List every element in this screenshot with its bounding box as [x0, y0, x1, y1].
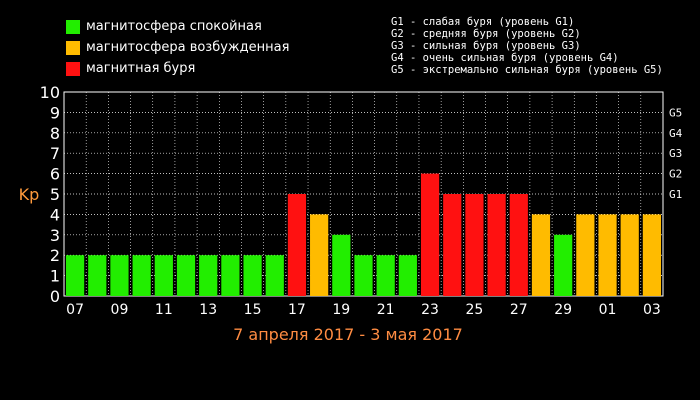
x-tick-label: 29: [554, 302, 572, 318]
g-levels-legend: G1 - слабая буря (уровень G1) G2 - средня…: [391, 16, 663, 76]
bar: [642, 214, 662, 296]
y-tick-label: 6: [50, 165, 60, 184]
y-tick-label: 7: [50, 144, 60, 163]
x-tick-label: 09: [111, 302, 129, 318]
bar: [420, 173, 440, 296]
bar: [332, 234, 351, 296]
bar: [199, 255, 218, 296]
bar: [287, 194, 307, 296]
bar: [65, 255, 85, 296]
bar: [598, 214, 617, 296]
bar: [554, 234, 573, 296]
axes: 01 23 456 78 910 07 09 11 13 15 17 19 21 23 25 27 29 01 03…: [40, 83, 683, 318]
x-tick-label: 07: [66, 302, 84, 318]
y-tick-label: 10: [40, 83, 60, 102]
x-tick-label: 17: [288, 302, 306, 318]
x-tick-label: 01: [599, 302, 617, 318]
y-tick-label: 9: [50, 103, 60, 122]
y-tick-label: 3: [50, 226, 60, 245]
bar: [354, 255, 373, 296]
x-tick-label: 13: [199, 302, 217, 318]
y-tick-label: 4: [50, 205, 60, 224]
bar: [265, 255, 284, 296]
g-level-tick: G2: [669, 168, 682, 181]
bars: [65, 173, 662, 296]
bar: [132, 255, 151, 296]
g-level-description: G1 - слабая буря (уровень G1): [391, 16, 575, 28]
bar: [465, 194, 484, 296]
bar: [576, 214, 595, 296]
x-tick-label: 15: [244, 302, 262, 318]
x-tick-label: 25: [466, 302, 484, 318]
bar: [310, 214, 329, 296]
g-level-tick: G3: [669, 147, 682, 160]
g-level-tick: G5: [669, 106, 682, 119]
bar: [509, 194, 528, 296]
x-tick-label: 03: [643, 302, 661, 318]
g-level-description: G2 - средняя буря (уровень G2): [391, 28, 581, 40]
bar: [398, 255, 417, 296]
legend-label: магнитосфера возбужденная: [86, 40, 290, 55]
bar: [487, 194, 506, 296]
legend-item: магнитосфера возбужденная: [66, 37, 289, 58]
bar: [376, 255, 395, 296]
bar: [221, 255, 240, 296]
bar: [443, 194, 462, 296]
legend: магнитосфера спокойная магнитосфера возбу…: [66, 16, 289, 79]
bar: [154, 255, 173, 296]
g-level-tick: G4: [669, 127, 683, 140]
y-tick-label: 2: [50, 246, 60, 265]
y-axis-label: Kp: [19, 185, 40, 204]
bar: [88, 255, 107, 296]
y-tick-label: 8: [50, 124, 60, 143]
legend-swatch: [66, 40, 80, 55]
bar: [243, 255, 262, 296]
x-tick-label: 27: [510, 302, 528, 318]
x-axis-label: 7 апреля 2017 - 3 мая 2017: [233, 325, 463, 344]
g-level-description: G3 - сильная буря (уровень G3): [391, 40, 581, 52]
legend-item: магнитная буря: [66, 58, 289, 79]
bar: [110, 255, 129, 296]
legend-swatch: [66, 19, 80, 34]
y-tick-label: 1: [50, 267, 60, 286]
bar: [531, 214, 551, 296]
x-tick-label: 11: [155, 302, 173, 318]
g-level-description: G4 - очень сильная буря (уровень G4): [391, 52, 619, 64]
x-tick-label: 21: [377, 302, 395, 318]
bar: [620, 214, 639, 296]
g-level-description: G5 - экстремально сильная буря (уровень …: [391, 64, 663, 76]
x-tick-label: 19: [332, 302, 350, 318]
legend-label: магнитосфера спокойная: [86, 19, 262, 34]
legend-swatch: [66, 61, 80, 76]
y-tick-label: 5: [50, 185, 60, 204]
x-tick-label: 23: [421, 302, 439, 318]
legend-label: магнитная буря: [86, 61, 196, 76]
y-tick-label: 0: [50, 287, 60, 306]
g-level-tick: G1: [669, 188, 682, 201]
bar: [176, 255, 196, 296]
legend-item: магнитосфера спокойная: [66, 16, 289, 37]
